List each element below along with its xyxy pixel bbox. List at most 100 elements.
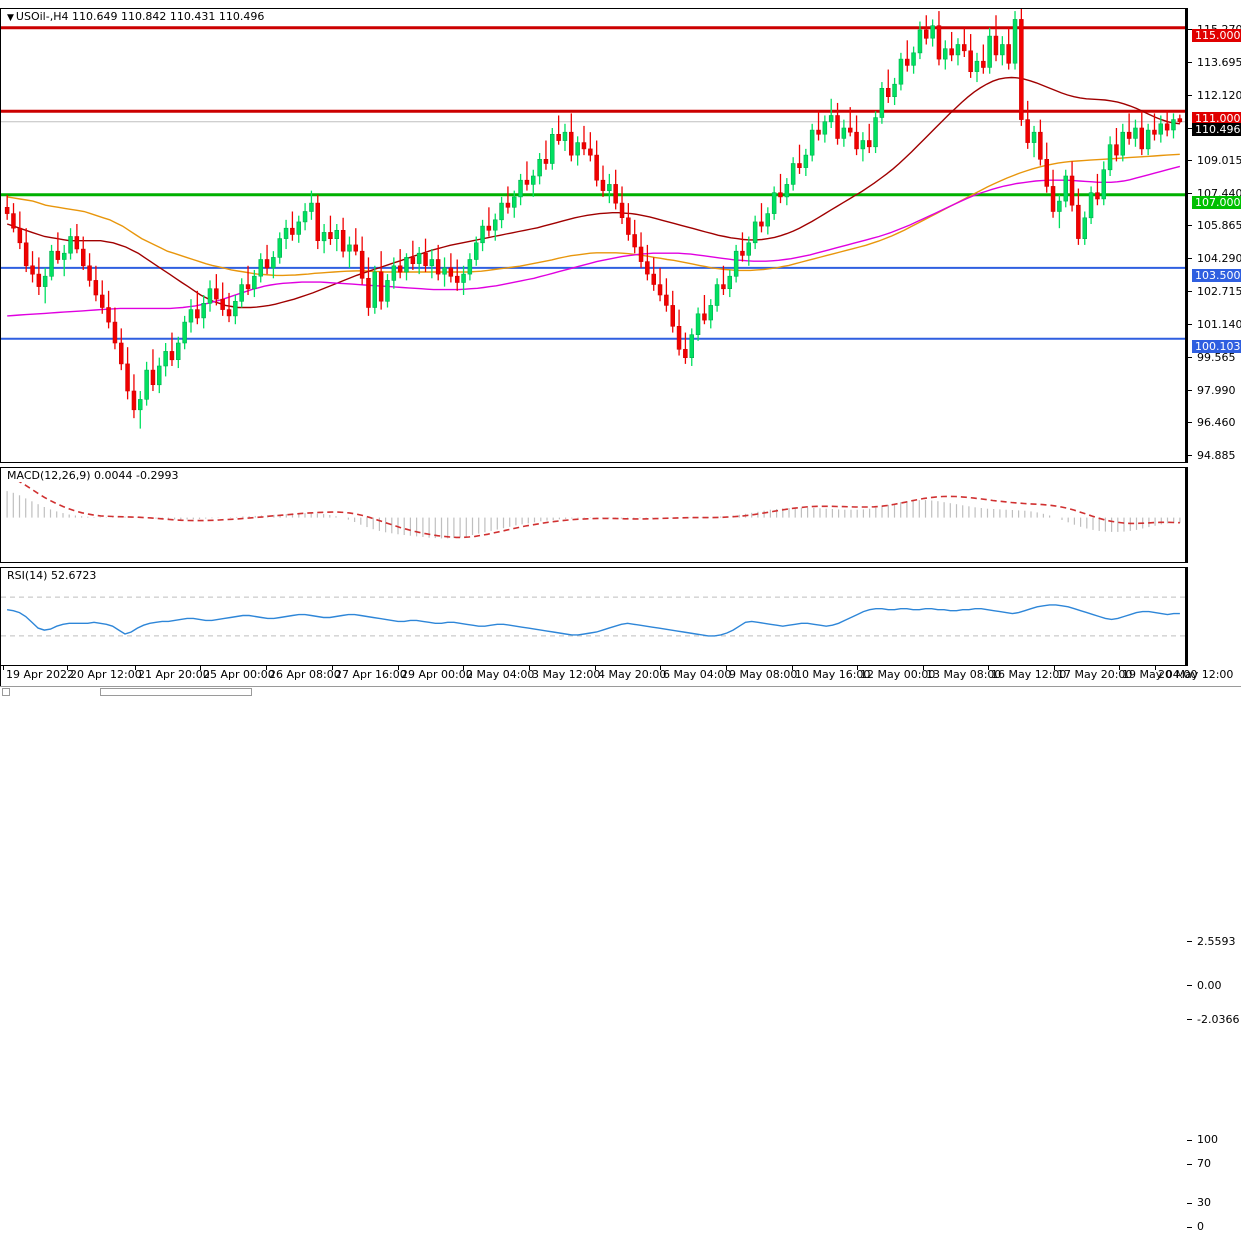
rsi-tick — [1187, 1164, 1192, 1166]
price-tick — [1187, 324, 1192, 326]
time-axis-label: 3 May 12:00 — [532, 668, 601, 681]
time-axis-label: 26 Apr 08:00 — [269, 668, 341, 681]
time-axis-label: 6 May 04:00 — [663, 668, 732, 681]
time-axis-label: 17 May 20:00 — [1057, 668, 1133, 681]
price-level-tag[interactable]: 115.000 — [1192, 28, 1241, 42]
rsi-axis-label: 70 — [1197, 1157, 1211, 1171]
macd-legend: MACD(12,26,9) 0.0044 -0.2993 — [5, 469, 181, 482]
time-axis-tick — [1119, 666, 1120, 670]
time-axis-label: 16 May 12:00 — [991, 668, 1067, 681]
time-axis-tick — [529, 666, 530, 670]
price-tick — [1187, 357, 1192, 358]
macd-tick — [1187, 1019, 1192, 1021]
time-axis-tick — [595, 666, 596, 670]
macd-axis-label: -2.0366 — [1197, 1013, 1240, 1027]
macd-canvas[interactable] — [1, 468, 1185, 562]
price-axis-label: 94.885 — [1197, 448, 1236, 462]
time-axis[interactable]: 19 Apr 2022 20 Apr 12:00 21 Apr 20:00 25 Ap… — [0, 666, 1233, 686]
macd-tick — [1187, 984, 1192, 986]
price-tick — [1187, 127, 1192, 129]
rsi-axis-label: 100 — [1197, 1133, 1218, 1146]
time-axis-label: 20 Apr 12:00 — [70, 668, 142, 681]
rsi-axis[interactable]: 100 70 30 0 — [1186, 567, 1241, 1232]
rsi-canvas[interactable] — [1, 568, 1185, 665]
time-axis-tick — [67, 666, 68, 670]
time-axis-tick — [332, 666, 333, 670]
time-axis-label: 4 May 20:00 — [598, 668, 667, 681]
time-axis-tick — [3, 666, 4, 670]
time-axis-label: 21 Apr 20:00 — [138, 668, 210, 681]
time-axis-tick — [857, 666, 858, 670]
time-axis-tick — [266, 666, 267, 670]
price-axis-label: 109.015 — [1197, 153, 1241, 167]
price-axis-label: 104.290 — [1197, 252, 1241, 266]
time-axis-label: 19 Apr 2022 — [6, 668, 75, 681]
price-level-tag[interactable]: 100.103 — [1192, 339, 1241, 353]
time-axis-tick — [398, 666, 399, 670]
time-axis-tick — [792, 666, 793, 670]
price-level-tag[interactable]: 111.000 — [1192, 112, 1241, 126]
time-axis-tick — [660, 666, 661, 670]
rsi-panel[interactable]: RSI(14) 52.6723 — [0, 567, 1186, 666]
price-tick — [1187, 94, 1192, 96]
price-chart-legend: ▼ USOil-,H4 110.649 110.842 110.431 110.4… — [5, 10, 267, 25]
price-axis-label: 99.565 — [1197, 351, 1236, 364]
price-chart-panel[interactable]: ▼ USOil-,H4 110.649 110.842 110.431 110.4… — [0, 8, 1186, 463]
symbol-ohlc-readout: USOil-,H4 110.649 110.842 110.431 110.49… — [15, 10, 265, 23]
time-axis-label: 13 May 08:00 — [926, 668, 1002, 681]
rsi-axis-label: 30 — [1197, 1195, 1211, 1209]
price-tick — [1187, 389, 1192, 391]
macd-axis-label: 2.5593 — [1197, 934, 1236, 948]
time-axis-label: 2 May 04:00 — [466, 668, 535, 681]
macd-tick — [1187, 940, 1192, 942]
macd-panel[interactable]: MACD(12,26,9) 0.0044 -0.2993 — [0, 467, 1186, 563]
price-tick — [1187, 421, 1192, 423]
price-level-tag[interactable]: 110.496 — [1192, 122, 1241, 136]
price-tick — [1187, 29, 1192, 31]
price-axis-label: 97.990 — [1197, 383, 1236, 397]
trading-chart-window: ▼ USOil-,H4 110.649 110.842 110.431 110.4… — [0, 8, 1241, 1232]
price-axis-label: 101.140 — [1197, 318, 1241, 332]
price-tick — [1187, 192, 1192, 194]
price-tick — [1187, 454, 1192, 456]
time-axis-tick — [923, 666, 924, 670]
rsi-tick — [1187, 1140, 1192, 1141]
collapse-arrow-icon[interactable]: ▼ — [7, 13, 14, 23]
price-axis-label: 102.715 — [1197, 285, 1241, 299]
macd-axis[interactable]: 2.5593 0.00 -2.0366 — [1186, 467, 1241, 1025]
price-level-tag[interactable]: 103.500 — [1192, 268, 1241, 282]
macd-axis-label: 0.00 — [1197, 978, 1222, 992]
price-axis-label: 96.460 — [1197, 415, 1236, 429]
time-axis-label: 12 May 00:00 — [860, 668, 936, 681]
price-tick — [1187, 291, 1192, 293]
price-tick — [1187, 62, 1192, 64]
time-axis-tick — [1054, 666, 1055, 670]
rsi-tick — [1187, 1202, 1192, 1204]
price-axis-label: 107.440 — [1197, 186, 1241, 200]
time-axis-label: 29 Apr 00:00 — [401, 668, 473, 681]
time-axis-label: 9 May 08:00 — [729, 668, 798, 681]
time-axis-tick — [135, 666, 136, 670]
price-tick — [1187, 159, 1192, 161]
price-axis-label: 113.695 — [1197, 56, 1241, 70]
time-axis-label: 19 May 04:00 — [1122, 668, 1198, 681]
price-tick — [1187, 225, 1192, 227]
price-tick — [1187, 258, 1192, 260]
price-axis[interactable]: 115.270113.695112.120110.545109.015107.4… — [1186, 8, 1241, 463]
time-axis-label: 10 May 16:00 — [795, 668, 871, 681]
time-axis-tick — [726, 666, 727, 670]
time-axis-label: 27 Apr 16:00 — [335, 668, 407, 681]
rsi-tick — [1187, 1227, 1192, 1228]
status-bar-box — [2, 688, 10, 696]
price-axis-label: 112.120 — [1197, 88, 1241, 102]
time-axis-label: 20 May 12:00 — [1158, 668, 1234, 681]
price-level-tag[interactable]: 107.000 — [1192, 195, 1241, 209]
time-axis-tick — [988, 666, 989, 670]
price-axis-label: 105.865 — [1197, 219, 1241, 233]
rsi-axis-label: 0 — [1197, 1220, 1204, 1233]
price-chart-canvas[interactable] — [1, 9, 1185, 462]
horizontal-scrollbar[interactable] — [100, 688, 252, 696]
time-axis-tick — [1155, 666, 1156, 670]
rsi-legend: RSI(14) 52.6723 — [5, 569, 99, 582]
time-axis-tick — [200, 666, 201, 670]
